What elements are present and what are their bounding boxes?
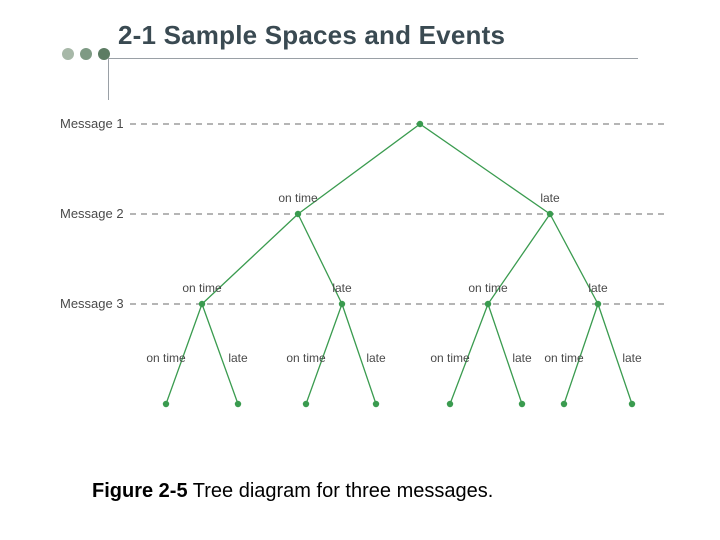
tree-node [235,401,241,407]
tree-node [629,401,635,407]
branch-label: on time [146,351,186,365]
branch-label: late [622,351,642,365]
tree-node [295,211,301,217]
tree-node [561,401,567,407]
slide-title: 2-1 Sample Spaces and Events [118,20,505,51]
branch-label: late [512,351,532,365]
tree-edge [420,124,550,214]
branch-label: on time [278,191,318,205]
tree-node [447,401,453,407]
bullet-dot [62,48,74,60]
branch-label: late [228,351,248,365]
figure-caption: Figure 2-5 Tree diagram for three messag… [92,480,493,503]
caption-prefix: Figure 2-5 [92,480,188,502]
tree-node [199,301,205,307]
tree-node [519,401,525,407]
tree-svg: Message 1Message 2Message 3on timelateon… [40,104,680,444]
branch-label: on time [430,351,470,365]
title-bullets [62,48,110,60]
tree-node [163,401,169,407]
row-label: Message 3 [60,296,124,311]
tree-node [303,401,309,407]
tree-node [417,121,423,127]
tree-node [547,211,553,217]
branch-label: late [540,191,560,205]
title-underline [108,58,638,59]
branch-label: on time [286,351,326,365]
bullet-dot [80,48,92,60]
branch-label: late [366,351,386,365]
tree-node [373,401,379,407]
branch-label: on time [182,281,222,295]
tree-diagram: Message 1Message 2Message 3on timelateon… [40,104,680,444]
row-label: Message 1 [60,116,124,131]
branch-label: late [332,281,352,295]
branch-label: late [588,281,608,295]
title-stem [108,58,109,100]
row-label: Message 2 [60,206,124,221]
tree-node [339,301,345,307]
branch-label: on time [468,281,508,295]
tree-node [595,301,601,307]
tree-node [485,301,491,307]
branch-label: on time [544,351,584,365]
caption-text: Tree diagram for three messages. [188,480,494,502]
